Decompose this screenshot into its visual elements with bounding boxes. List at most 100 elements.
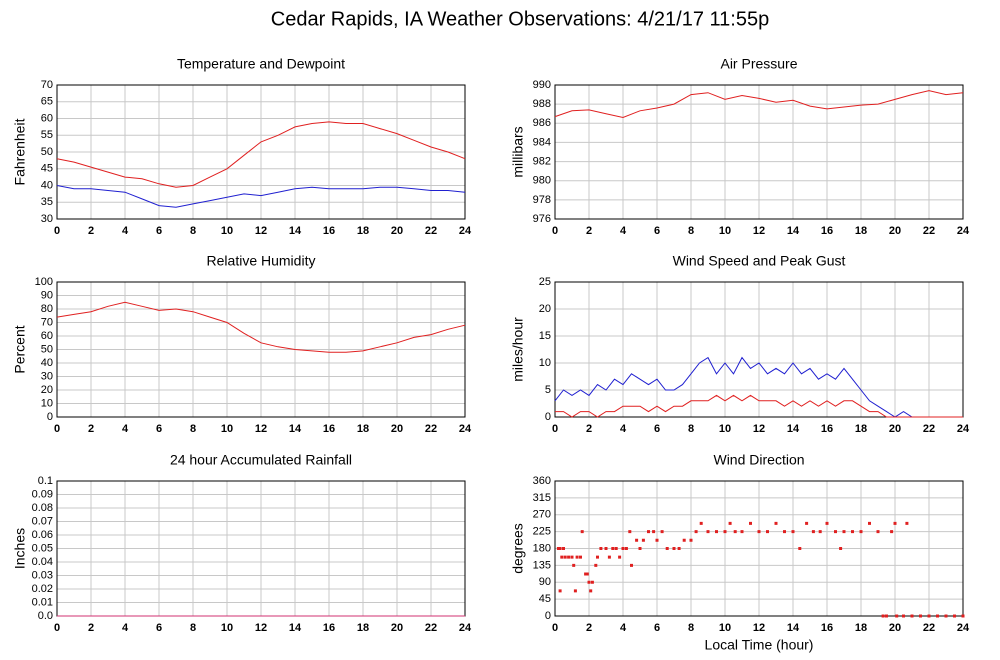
data-line: [56, 301, 466, 353]
x-tick-label: 18: [357, 423, 369, 435]
data-point: [672, 547, 676, 550]
x-tick-label: 20: [391, 225, 403, 237]
data-point: [655, 538, 659, 542]
data-point: [573, 589, 577, 593]
y-tick-label: 55: [41, 129, 53, 141]
data-point: [560, 555, 564, 559]
data-point: [757, 530, 761, 534]
y-tick-label: 978: [533, 194, 551, 206]
x-tick-label: 8: [190, 225, 196, 237]
chart-title: 24 hour Accumulated Rainfall: [170, 452, 352, 468]
y-tick-label: 984: [533, 136, 551, 148]
data-point: [556, 547, 560, 550]
data-point: [791, 530, 795, 534]
data-point: [825, 521, 829, 525]
x-tick-label: 0: [552, 423, 558, 435]
data-point: [579, 555, 582, 559]
data-point: [652, 530, 656, 534]
data-point: [607, 555, 611, 559]
data-point: [798, 547, 802, 550]
x-tick-label: 0: [552, 622, 558, 634]
y-tick-label: 270: [533, 509, 551, 521]
x-tick-label: 6: [156, 622, 162, 634]
y-tick-label: 0: [545, 411, 551, 423]
x-tick-label: 20: [391, 622, 403, 634]
x-tick-label: 20: [889, 423, 901, 435]
x-axis-label: Local Time (hour): [705, 637, 814, 653]
x-tick-label: 10: [221, 622, 233, 634]
x-tick-label: 18: [855, 622, 867, 634]
x-tick-label: 4: [122, 423, 129, 435]
y-tick-label: 0: [47, 411, 53, 423]
y-axis-label: Percent: [12, 325, 28, 373]
x-tick-label: 18: [357, 225, 369, 237]
x-tick-label: 2: [88, 423, 94, 435]
x-tick-label: 18: [855, 225, 867, 237]
data-point: [584, 572, 588, 576]
y-tick-label: 0.08: [32, 502, 53, 514]
data-point: [728, 521, 732, 525]
x-tick-label: 22: [425, 225, 437, 237]
data-line: [56, 121, 466, 188]
y-tick-label: 45: [41, 163, 53, 175]
data-point: [715, 530, 718, 534]
x-tick-label: 2: [88, 225, 94, 237]
y-tick-label: 10: [539, 357, 551, 369]
data-point: [665, 547, 669, 550]
x-tick-label: 14: [289, 225, 302, 237]
data-point: [839, 547, 843, 550]
data-point: [590, 580, 594, 584]
data-point: [611, 547, 615, 550]
x-tick-label: 12: [255, 622, 267, 634]
x-tick-label: 18: [357, 622, 369, 634]
y-tick-label: 0.0: [38, 610, 53, 622]
chart-title: Wind Direction: [713, 452, 804, 468]
page-title: Cedar Rapids, IA Weather Observations: 4…: [271, 8, 769, 30]
data-point: [936, 614, 939, 618]
plot-frame: [56, 84, 466, 220]
data-point: [805, 521, 809, 525]
chart-title: Wind Speed and Peak Gust: [673, 253, 846, 269]
data-point: [749, 521, 752, 525]
x-tick-label: 16: [323, 225, 335, 237]
plot-frame: [554, 281, 964, 418]
y-tick-label: 980: [533, 175, 551, 187]
data-point: [570, 555, 574, 559]
data-point: [851, 530, 854, 534]
y-tick-label: 35: [41, 196, 53, 208]
data-point: [694, 530, 698, 534]
x-tick-label: 4: [620, 622, 627, 634]
data-point: [614, 547, 618, 550]
data-point: [811, 530, 815, 534]
data-point: [818, 530, 822, 534]
y-tick-label: 20: [539, 303, 551, 315]
data-point: [630, 563, 633, 567]
data-point: [618, 555, 622, 559]
data-point: [961, 614, 965, 618]
plot-frame: [554, 84, 964, 220]
data-point: [842, 530, 846, 534]
data-point: [868, 521, 871, 525]
y-tick-label: 0.05: [32, 542, 53, 554]
x-tick-label: 18: [855, 423, 867, 435]
x-tick-label: 12: [753, 622, 765, 634]
data-point: [621, 547, 625, 550]
x-tick-label: 8: [688, 622, 694, 634]
y-tick-label: 70: [41, 316, 53, 328]
x-tick-label: 16: [323, 423, 335, 435]
data-point: [660, 530, 664, 534]
y-tick-label: 0.1: [38, 475, 53, 487]
data-line: [555, 394, 963, 418]
x-tick-label: 22: [923, 622, 935, 634]
data-point: [558, 547, 562, 550]
x-tick-label: 22: [425, 423, 437, 435]
x-tick-label: 24: [957, 423, 970, 435]
data-point: [953, 614, 956, 618]
y-tick-label: 70: [41, 79, 53, 91]
plot-frame: [554, 480, 964, 617]
x-tick-label: 2: [88, 622, 94, 634]
x-tick-label: 22: [923, 225, 935, 237]
y-tick-label: 225: [533, 526, 551, 538]
x-tick-label: 22: [425, 622, 437, 634]
y-axis-label: millibars: [510, 126, 526, 177]
